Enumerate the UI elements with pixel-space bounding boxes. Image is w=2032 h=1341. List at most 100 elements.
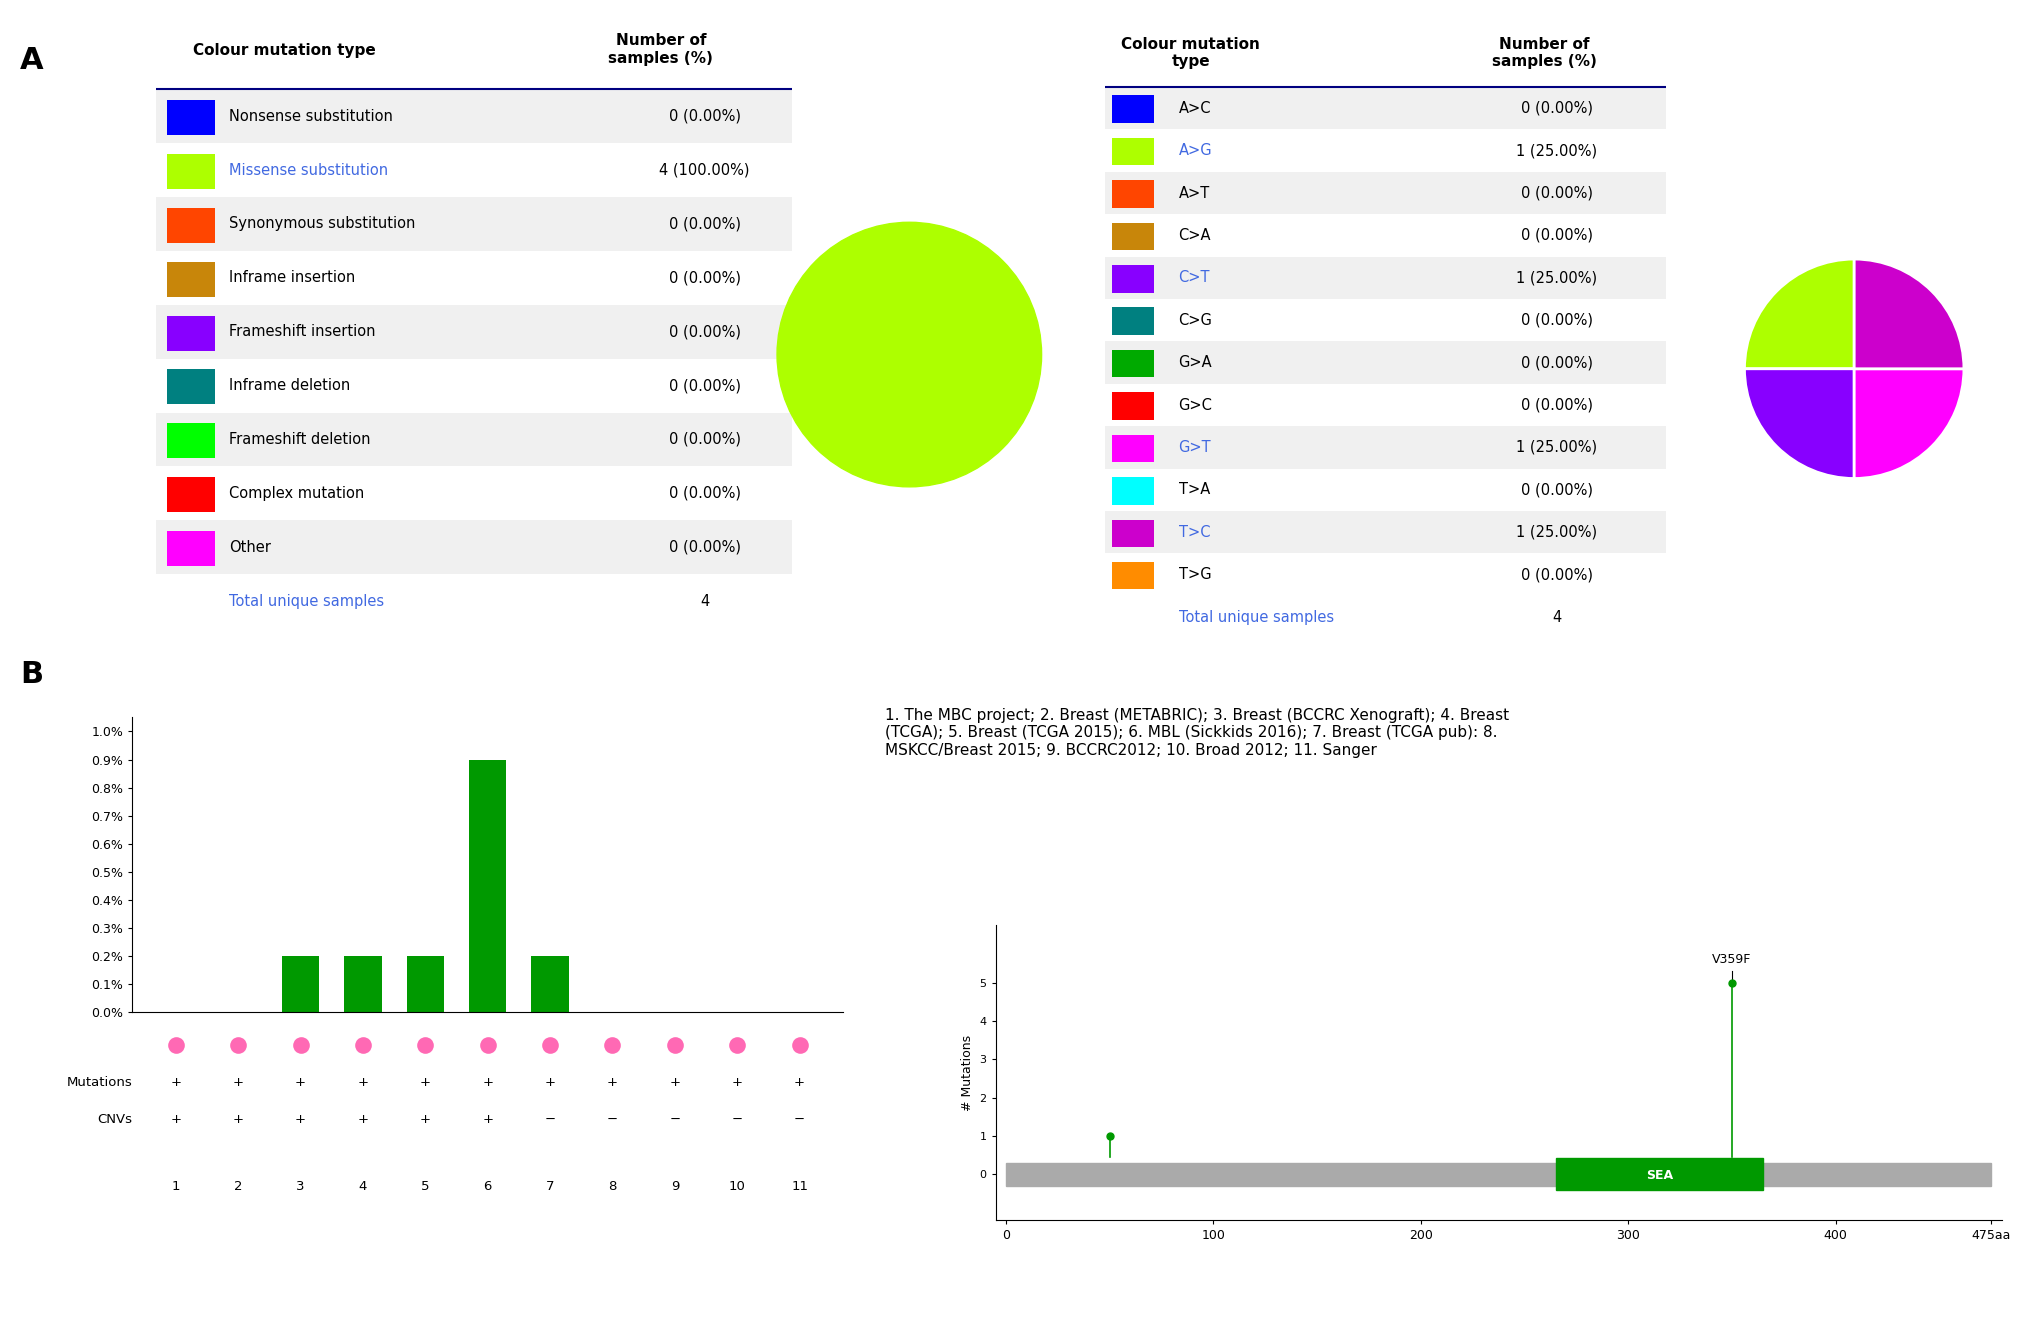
Text: Frameshift deletion: Frameshift deletion	[230, 432, 370, 447]
Text: C>A: C>A	[1179, 228, 1211, 243]
FancyBboxPatch shape	[1105, 215, 1666, 256]
Text: 0 (0.00%): 0 (0.00%)	[1520, 312, 1593, 327]
Text: 7: 7	[547, 1180, 555, 1193]
Text: +: +	[795, 1075, 805, 1089]
Text: Colour mutation
type: Colour mutation type	[1122, 38, 1260, 70]
FancyBboxPatch shape	[1112, 393, 1154, 420]
Text: −: −	[669, 1113, 681, 1126]
Text: Number of
samples (%): Number of samples (%)	[608, 34, 713, 66]
Text: −: −	[608, 1113, 618, 1126]
FancyBboxPatch shape	[1105, 130, 1666, 172]
FancyBboxPatch shape	[1105, 87, 1666, 130]
Text: 6: 6	[484, 1180, 492, 1193]
FancyBboxPatch shape	[156, 304, 792, 358]
FancyBboxPatch shape	[156, 358, 792, 413]
Text: +: +	[608, 1075, 618, 1089]
FancyBboxPatch shape	[1105, 172, 1666, 215]
Text: 0 (0.00%): 0 (0.00%)	[669, 271, 742, 286]
FancyBboxPatch shape	[1105, 384, 1666, 426]
Text: T>C: T>C	[1179, 524, 1211, 539]
Bar	[343, 956, 382, 1012]
Text: 0 (0.00%): 0 (0.00%)	[1520, 483, 1593, 498]
Wedge shape	[1853, 369, 1963, 479]
Text: 3: 3	[297, 1180, 305, 1193]
Text: 0 (0.00%): 0 (0.00%)	[669, 325, 742, 339]
Text: G>C: G>C	[1179, 397, 1213, 413]
Text: 0 (0.00%): 0 (0.00%)	[669, 216, 742, 232]
Text: 1. The MBC project; 2. Breast (METABRIC); 3. Breast (BCCRC Xenograft); 4. Breast: 1. The MBC project; 2. Breast (METABRIC)…	[886, 708, 1510, 758]
Text: Colour mutation type: Colour mutation type	[193, 43, 376, 58]
Bar	[406, 956, 445, 1012]
Text: 4: 4	[1552, 610, 1561, 625]
Text: 1: 1	[171, 1180, 181, 1193]
FancyBboxPatch shape	[1105, 511, 1666, 554]
Text: Other: Other	[230, 539, 270, 555]
Text: 8: 8	[608, 1180, 616, 1193]
Text: +: +	[732, 1075, 744, 1089]
FancyBboxPatch shape	[156, 467, 792, 520]
FancyBboxPatch shape	[167, 315, 215, 350]
Wedge shape	[1743, 369, 1855, 479]
Text: 0 (0.00%): 0 (0.00%)	[1520, 397, 1593, 413]
Text: SEA: SEA	[1646, 1168, 1672, 1181]
Text: 1 (25.00%): 1 (25.00%)	[1516, 524, 1597, 539]
Text: Nonsense substitution: Nonsense substitution	[230, 109, 392, 123]
Text: 0 (0.00%): 0 (0.00%)	[1520, 228, 1593, 243]
Text: 0 (0.00%): 0 (0.00%)	[1520, 567, 1593, 582]
FancyBboxPatch shape	[167, 477, 215, 512]
FancyBboxPatch shape	[1105, 342, 1666, 384]
Text: 10: 10	[729, 1180, 746, 1193]
Text: 0 (0.00%): 0 (0.00%)	[669, 432, 742, 447]
Text: +: +	[295, 1075, 307, 1089]
FancyBboxPatch shape	[156, 197, 792, 251]
FancyBboxPatch shape	[167, 369, 215, 405]
Text: 0 (0.00%): 0 (0.00%)	[669, 485, 742, 500]
FancyBboxPatch shape	[167, 101, 215, 135]
Text: T>A: T>A	[1179, 483, 1209, 498]
Text: C>G: C>G	[1179, 312, 1213, 327]
Text: +: +	[421, 1075, 431, 1089]
Text: A: A	[20, 46, 45, 75]
Text: +: +	[358, 1113, 368, 1126]
Text: +: +	[482, 1113, 494, 1126]
Text: 0 (0.00%): 0 (0.00%)	[669, 539, 742, 555]
FancyBboxPatch shape	[167, 154, 215, 189]
FancyBboxPatch shape	[1105, 256, 1666, 299]
Bar	[530, 956, 569, 1012]
Text: 1 (25.00%): 1 (25.00%)	[1516, 271, 1597, 286]
Y-axis label: # Mutations: # Mutations	[961, 1035, 973, 1110]
Wedge shape	[1743, 259, 1853, 369]
FancyBboxPatch shape	[167, 261, 215, 296]
Text: 0 (0.00%): 0 (0.00%)	[1520, 101, 1593, 115]
Text: 1 (25.00%): 1 (25.00%)	[1516, 143, 1597, 158]
Text: Inframe insertion: Inframe insertion	[230, 271, 356, 286]
Text: 4: 4	[701, 594, 709, 609]
FancyBboxPatch shape	[1112, 266, 1154, 292]
Text: Synonymous substitution: Synonymous substitution	[230, 216, 417, 232]
FancyBboxPatch shape	[156, 143, 792, 197]
Text: A>C: A>C	[1179, 101, 1211, 115]
Text: 5: 5	[421, 1180, 429, 1193]
Text: T>G: T>G	[1179, 567, 1211, 582]
FancyBboxPatch shape	[167, 531, 215, 566]
Text: +: +	[171, 1113, 181, 1126]
Text: Total unique samples: Total unique samples	[230, 594, 384, 609]
FancyBboxPatch shape	[167, 208, 215, 243]
Text: G>T: G>T	[1179, 440, 1211, 455]
Wedge shape	[1853, 259, 1963, 369]
Text: 1 (25.00%): 1 (25.00%)	[1516, 440, 1597, 455]
Text: +: +	[232, 1113, 244, 1126]
FancyBboxPatch shape	[1112, 307, 1154, 335]
Text: Number of
samples (%): Number of samples (%)	[1491, 38, 1597, 70]
Text: +: +	[171, 1075, 181, 1089]
Text: −: −	[732, 1113, 744, 1126]
Circle shape	[776, 223, 1042, 487]
Text: 2: 2	[234, 1180, 242, 1193]
Text: Frameshift insertion: Frameshift insertion	[230, 325, 376, 339]
Text: Mutations: Mutations	[67, 1075, 132, 1089]
Text: −: −	[795, 1113, 805, 1126]
Text: G>A: G>A	[1179, 355, 1213, 370]
Text: 9: 9	[671, 1180, 679, 1193]
Text: 4 (100.00%): 4 (100.00%)	[660, 162, 750, 177]
Text: 0 (0.00%): 0 (0.00%)	[669, 378, 742, 393]
